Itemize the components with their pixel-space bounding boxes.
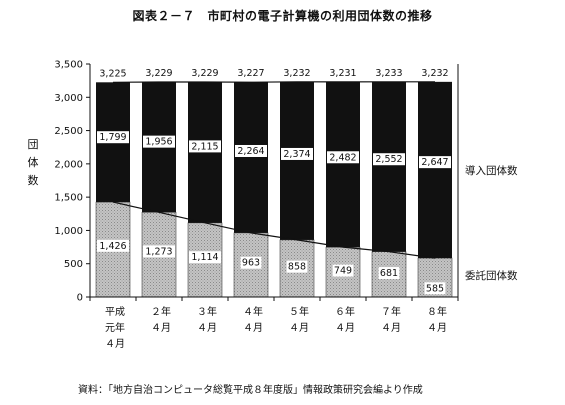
total-label-8: 3,232 [421, 68, 448, 79]
dounyu-label-4-bg [235, 144, 267, 157]
chart-title: 図表２－７ 市町村の電子計算機の利用団体数の推移 [132, 9, 433, 23]
y-tick-label-6: 3,000 [54, 93, 83, 104]
itaku-label-7-bg [378, 267, 400, 280]
itaku-label-7: 681 [380, 268, 398, 279]
bar-dounyu-3 [188, 82, 222, 223]
itaku-label-6-bg [332, 264, 354, 277]
x-tick-label-3-2: ４月 [197, 322, 217, 334]
source-note: 資料：「地方自治コンピュータ総覧平成８年度版」情報政策研究会編より作成 [78, 385, 423, 396]
total-label-7: 3,233 [375, 68, 402, 79]
dounyu-label-1: 1,799 [99, 132, 126, 143]
y-tick-label-0: 0 [77, 293, 83, 304]
y-axis-title-char-1: 団 [28, 138, 39, 151]
total-label-5: 3,232 [283, 68, 310, 79]
dounyu-label-6-bg [327, 151, 359, 164]
dounyu-label-2: 1,956 [145, 137, 172, 148]
total-label-4: 3,227 [237, 68, 264, 79]
x-tick-label-7-2: ４月 [381, 322, 401, 334]
itaku-label-2: 1,273 [145, 246, 172, 257]
itaku-label-4: 963 [242, 258, 260, 269]
x-tick-label-1-1: 平成 [105, 306, 125, 318]
dounyu-label-2-bg [143, 135, 175, 148]
x-tick-label-4-2: ４月 [243, 322, 263, 334]
x-tick-label-7-1: ７年 [381, 305, 401, 318]
y-axis-title-char-3: 数 [28, 174, 39, 187]
y-tick-label-7: 3,500 [54, 60, 83, 71]
itaku-label-1: 1,426 [99, 241, 126, 252]
dounyu-label-5-bg [281, 147, 313, 160]
itaku-label-2-bg [143, 245, 175, 258]
dounyu-label-7: 2,552 [375, 154, 402, 165]
bar-dounyu-7 [372, 81, 406, 252]
x-tick-label-8-2: ４月 [427, 322, 447, 334]
x-tick-label-4-1: ４年 [243, 305, 263, 318]
x-tick-label-8-1: ８年 [427, 305, 447, 318]
total-trend-line [112, 81, 435, 83]
x-tick-label-1-3: ４月 [105, 338, 125, 350]
bar-dounyu-4 [234, 82, 268, 233]
dounyu-label-8: 2,647 [421, 157, 448, 168]
y-tick-label-3: 1,500 [54, 193, 83, 204]
dounyu-label-3: 2,115 [191, 141, 218, 152]
x-tick-label-1-2: 元年 [105, 321, 125, 334]
x-tick-label-2-1: ２年 [151, 305, 171, 318]
itaku-label-3-bg [189, 251, 221, 264]
dounyu-label-5: 2,374 [283, 149, 310, 160]
series-label-itaku: 委託団体数 [465, 269, 518, 282]
x-tick-label-3-1: ３年 [197, 305, 217, 318]
itaku-label-5-bg [286, 260, 308, 273]
total-label-6: 3,231 [329, 68, 356, 79]
x-tick-label-6-1: ６年 [335, 305, 355, 318]
itaku-label-4-bg [240, 256, 262, 269]
y-tick-label-2: 1,000 [54, 226, 83, 237]
series-label-dounyu: 導入団体数 [465, 164, 518, 177]
itaku-label-8-bg [424, 282, 446, 295]
x-tick-label-2-2: ４月 [151, 322, 171, 334]
dounyu-label-1-bg [97, 131, 129, 144]
dounyu-label-7-bg [373, 153, 405, 166]
bar-dounyu-5 [280, 81, 314, 240]
itaku-label-1-bg [97, 239, 129, 252]
dounyu-label-6: 2,482 [329, 152, 356, 163]
y-tick-label-5: 2,500 [54, 126, 83, 137]
x-tick-label-6-2: ４月 [335, 322, 355, 334]
dounyu-label-4: 2,264 [237, 146, 264, 157]
total-label-3: 3,229 [191, 68, 218, 79]
y-tick-label-1: 500 [64, 259, 83, 270]
y-axis-title-char-2: 体 [28, 155, 39, 169]
x-tick-label-5-2: ４月 [289, 322, 309, 334]
total-label-1: 3,225 [99, 68, 126, 79]
itaku-label-8: 585 [426, 283, 444, 294]
itaku-label-6: 749 [334, 266, 352, 277]
y-tick-label-4: 2,000 [54, 159, 83, 170]
itaku-label-3: 1,114 [191, 252, 218, 263]
bar-dounyu-6 [326, 81, 360, 248]
dounyu-label-8-bg [419, 156, 451, 169]
dounyu-label-3-bg [189, 140, 221, 153]
itaku-trend-line [112, 201, 436, 259]
itaku-label-5: 858 [288, 262, 306, 273]
bar-dounyu-8 [418, 81, 452, 259]
total-label-2: 3,229 [145, 68, 172, 79]
x-tick-label-5-1: ５年 [289, 305, 309, 318]
